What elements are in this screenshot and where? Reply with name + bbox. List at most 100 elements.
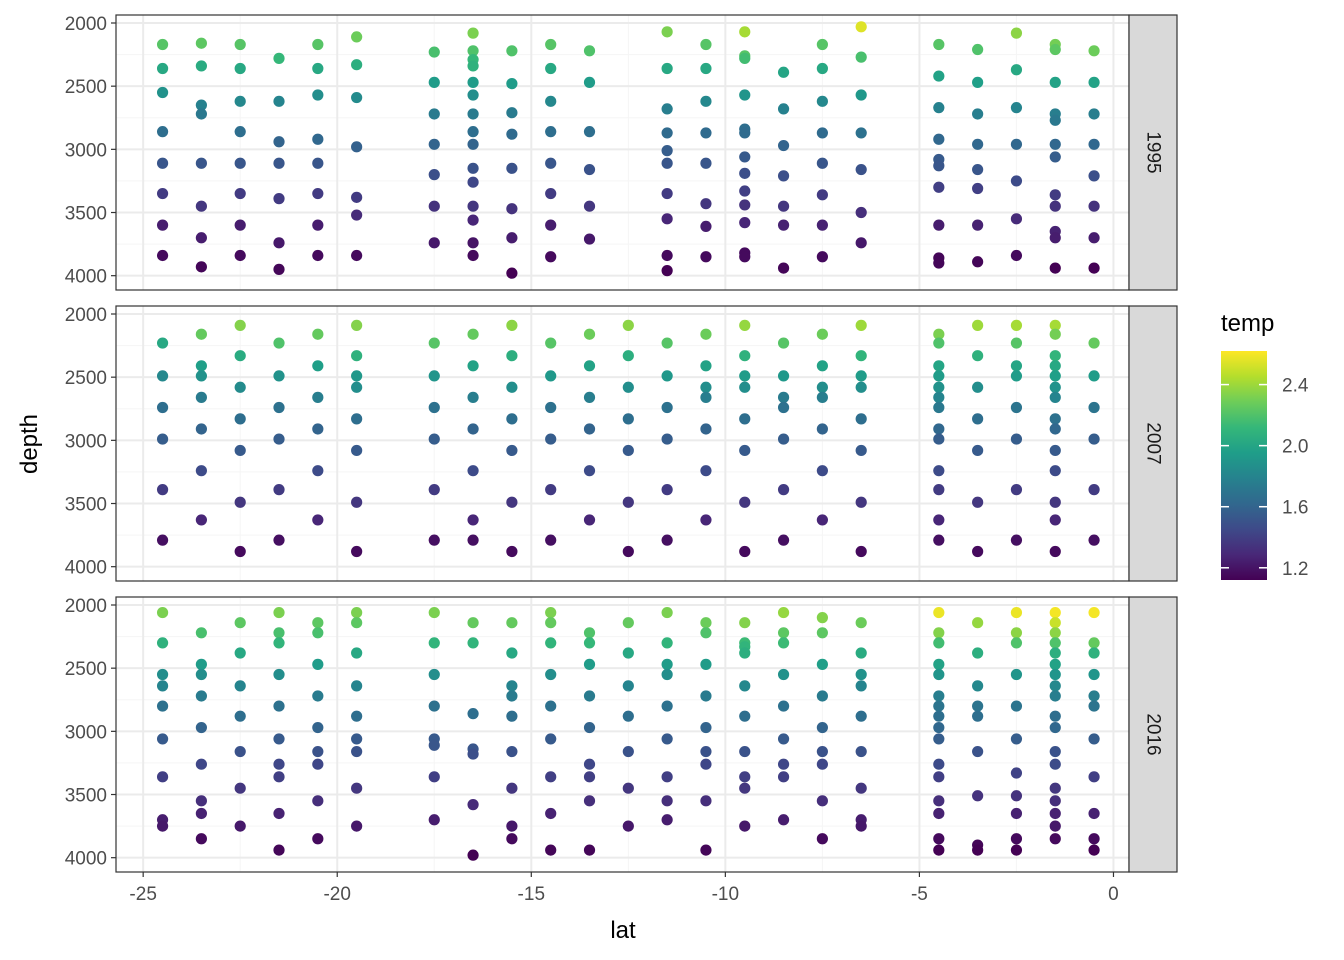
data-point [351, 413, 363, 425]
data-point [1010, 790, 1023, 802]
data-point [661, 145, 673, 157]
data-point [195, 807, 207, 820]
data-point [1088, 484, 1100, 496]
data-point [506, 710, 518, 722]
data-point [156, 62, 169, 75]
data-point [1088, 370, 1100, 382]
data-point [661, 337, 673, 349]
x-axis: -25 -20 -15 -10 -5 0 [129, 872, 1119, 905]
data-point [622, 820, 634, 832]
data-point [234, 782, 246, 794]
data-point [273, 193, 285, 205]
data-point [972, 844, 984, 856]
data-point [1010, 733, 1023, 745]
data-point [467, 391, 479, 403]
data-point [506, 545, 518, 558]
data-point [234, 62, 246, 75]
data-point [855, 21, 867, 33]
data-point [545, 700, 557, 712]
data-point [195, 627, 207, 639]
y-tick-label: 3000 [65, 140, 107, 161]
data-point [1049, 710, 1061, 722]
data-point [933, 795, 945, 807]
data-point [661, 401, 673, 414]
x-tick-label: -5 [911, 884, 928, 905]
facet-strip-label: 2016 [1143, 713, 1164, 755]
data-point [777, 733, 790, 745]
data-point [273, 700, 285, 712]
data-point [661, 700, 673, 712]
data-point [661, 534, 673, 546]
data-point [816, 423, 828, 435]
data-point [1088, 733, 1100, 745]
data-point [855, 745, 867, 758]
data-point [273, 627, 285, 639]
data-point [1088, 833, 1100, 845]
data-point [1049, 758, 1061, 770]
data-point [312, 62, 324, 75]
data-point [351, 350, 363, 362]
data-point [312, 795, 324, 807]
data-point [622, 496, 634, 508]
data-point [156, 637, 169, 649]
data-point [156, 820, 169, 832]
data-point [545, 771, 557, 783]
data-point [273, 807, 285, 820]
data-point [972, 350, 984, 362]
data-point [467, 708, 479, 720]
data-point [312, 690, 324, 702]
legend-tick-label: 1.6 [1282, 498, 1308, 519]
data-point [855, 444, 867, 457]
data-point [428, 200, 440, 212]
data-point [972, 138, 984, 150]
data-point [739, 820, 751, 832]
data-point [1049, 444, 1061, 457]
data-point [739, 127, 751, 139]
facet-strip-label: 1995 [1143, 131, 1164, 173]
data-point [1049, 647, 1061, 659]
data-point [156, 86, 169, 99]
data-point [351, 496, 363, 508]
data-point [933, 360, 945, 372]
data-point [816, 658, 828, 670]
data-point [545, 807, 557, 820]
data-point [1010, 175, 1023, 187]
data-point [855, 206, 867, 219]
facet-panels: 2000 2500 3000 3500 4000 1995 2000 2500 3000 3500… [65, 14, 1178, 873]
data-point [1049, 370, 1061, 382]
data-point [622, 413, 634, 425]
data-point [972, 680, 984, 692]
data-point [855, 710, 867, 722]
x-tick-label: -10 [712, 884, 739, 905]
data-point [195, 328, 207, 340]
data-point [351, 745, 363, 758]
data-point [156, 534, 169, 546]
data-point [1049, 545, 1061, 558]
data-point [933, 606, 945, 619]
y-tick-label: 2000 [65, 305, 107, 326]
data-point [933, 771, 945, 783]
data-point [700, 38, 712, 51]
data-point [1049, 745, 1061, 758]
data-point [739, 617, 751, 629]
data-point [816, 328, 828, 340]
data-point [777, 170, 790, 182]
y-tick-label: 3000 [65, 722, 107, 743]
data-point [661, 771, 673, 783]
data-point [739, 381, 751, 393]
data-point [739, 710, 751, 722]
data-point [700, 391, 712, 403]
data-point [351, 680, 363, 692]
y-tick-label: 2500 [65, 77, 107, 98]
data-point [622, 745, 634, 758]
data-point [972, 43, 984, 56]
data-point [855, 319, 867, 331]
data-point [195, 99, 207, 111]
data-point [622, 381, 634, 393]
data-point [661, 668, 673, 681]
data-point [1049, 514, 1061, 526]
data-point [351, 191, 363, 203]
data-point [700, 198, 712, 210]
data-point [506, 78, 518, 90]
